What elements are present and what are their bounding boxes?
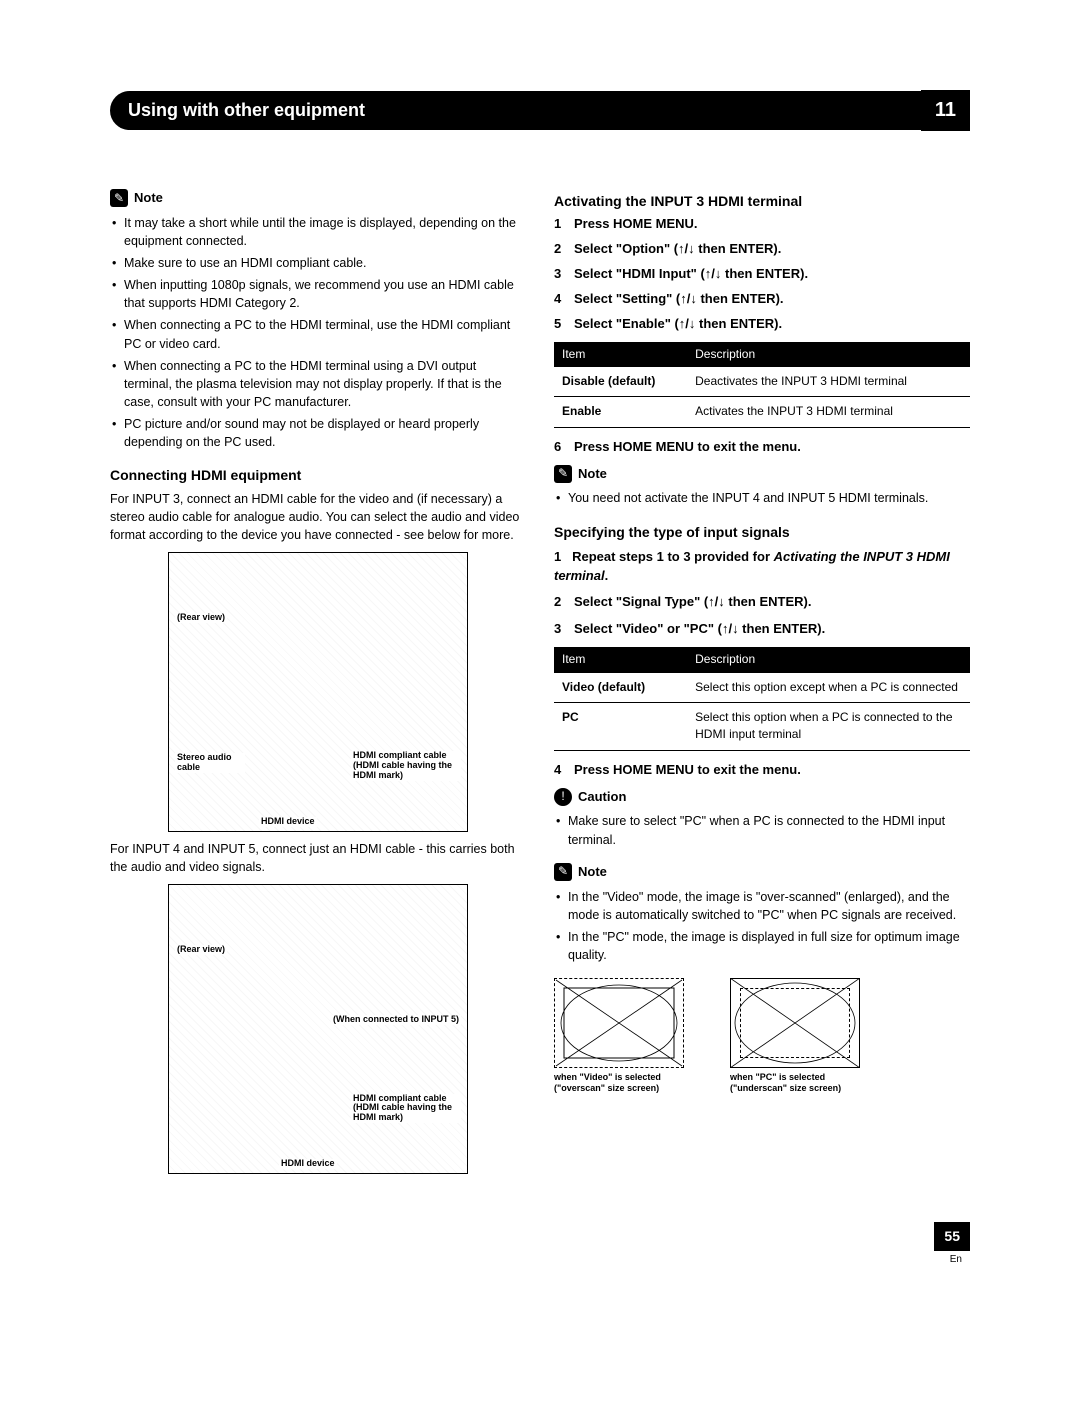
step-item: Press HOME MENU. bbox=[554, 215, 970, 234]
connecting-hdmi-body2: For INPUT 4 and INPUT 5, connect just an… bbox=[110, 840, 526, 876]
step-number: 1 bbox=[554, 549, 561, 564]
step-text: Press HOME MENU to exit the menu. bbox=[574, 439, 801, 454]
note-item: It may take a short while until the imag… bbox=[124, 214, 526, 250]
note-heading: ✎ Note bbox=[554, 465, 970, 484]
note-heading: ✎ Note bbox=[554, 863, 970, 882]
step-item: Select "HDMI Input" (↑/↓ then ENTER). bbox=[554, 265, 970, 284]
note-list: In the "Video" mode, the image is "over-… bbox=[554, 888, 970, 965]
step-6: 6 Press HOME MENU to exit the menu. bbox=[554, 438, 970, 457]
enable-table: Item Description Disable (default) Deact… bbox=[554, 342, 970, 428]
chapter-header: Using with other equipment 11 bbox=[110, 90, 970, 131]
scan-pc: when "PC" is selected ("underscan" size … bbox=[730, 978, 880, 1094]
diagram-label-device: HDMI device bbox=[279, 1159, 337, 1169]
exclamation-icon: ! bbox=[554, 788, 572, 806]
page-number: 55 bbox=[934, 1222, 970, 1250]
chapter-number: 11 bbox=[921, 90, 970, 131]
step-text-a: Repeat steps 1 to 3 provided for bbox=[572, 549, 774, 564]
step-item: Select "Enable" (↑/↓ then ENTER). bbox=[554, 315, 970, 334]
cell-item: Video (default) bbox=[554, 673, 687, 703]
note-heading: ✎ Note bbox=[110, 189, 526, 208]
col-item: Item bbox=[554, 342, 687, 367]
caution-list: Make sure to select "PC" when a PC is co… bbox=[554, 812, 970, 848]
diagram-label-rear: (Rear view) bbox=[175, 945, 227, 955]
step-2: 2 Select "Signal Type" (↑/↓ then ENTER). bbox=[554, 593, 970, 612]
col-desc: Description bbox=[687, 342, 970, 367]
scan-pc-rect bbox=[730, 978, 860, 1068]
note-label: Note bbox=[578, 863, 607, 882]
scan-diagrams: when "Video" is selected ("overscan" siz… bbox=[554, 978, 970, 1094]
table-row: PC Select this option when a PC is conne… bbox=[554, 702, 970, 750]
note-list: It may take a short while until the imag… bbox=[110, 214, 526, 452]
content-columns: ✎ Note It may take a short while until t… bbox=[110, 181, 970, 1182]
signal-type-heading: Specifying the type of input signals bbox=[554, 522, 970, 542]
diagram-label-rear: (Rear view) bbox=[175, 613, 227, 623]
note-item: In the "Video" mode, the image is "over-… bbox=[568, 888, 970, 924]
note-label: Note bbox=[134, 189, 163, 208]
diagram-input45: (Rear view) (When connected to INPUT 5) … bbox=[168, 884, 468, 1174]
connecting-hdmi-body: For INPUT 3, connect an HDMI cable for t… bbox=[110, 490, 526, 544]
scan-video-caption: when "Video" is selected ("overscan" siz… bbox=[554, 1072, 704, 1094]
note-item: When connecting a PC to the HDMI termina… bbox=[124, 357, 526, 411]
step-text: Press HOME MENU to exit the menu. bbox=[574, 762, 801, 777]
cell-desc: Select this option except when a PC is c… bbox=[687, 673, 970, 703]
cell-item: PC bbox=[554, 702, 687, 750]
signal-table: Item Description Video (default) Select … bbox=[554, 647, 970, 751]
cell-desc: Activates the INPUT 3 HDMI terminal bbox=[687, 397, 970, 427]
cell-item: Enable bbox=[554, 397, 687, 427]
scan-video-rect bbox=[554, 978, 684, 1068]
step-text-c: . bbox=[605, 568, 609, 583]
chapter-title: Using with other equipment bbox=[110, 91, 922, 129]
step-number: 2 bbox=[554, 593, 561, 612]
activating-heading: Activating the INPUT 3 HDMI terminal bbox=[554, 191, 970, 211]
note-item: PC picture and/or sound may not be displ… bbox=[124, 415, 526, 451]
step-number: 6 bbox=[554, 438, 561, 457]
pencil-icon: ✎ bbox=[110, 189, 128, 207]
pencil-icon: ✎ bbox=[554, 863, 572, 881]
step-text: Select "Video" or "PC" (↑/↓ then ENTER). bbox=[574, 621, 825, 636]
cell-desc: Select this option when a PC is connecte… bbox=[687, 702, 970, 750]
col-item: Item bbox=[554, 647, 687, 672]
connecting-hdmi-heading: Connecting HDMI equipment bbox=[110, 465, 526, 485]
scan-pc-caption: when "PC" is selected ("underscan" size … bbox=[730, 1072, 880, 1094]
note-item: You need not activate the INPUT 4 and IN… bbox=[568, 489, 970, 507]
step-number: 4 bbox=[554, 761, 561, 780]
step-item: Select "Setting" (↑/↓ then ENTER). bbox=[554, 290, 970, 309]
scan-video: when "Video" is selected ("overscan" siz… bbox=[554, 978, 704, 1094]
diagram-label-hdmi-cable: HDMI compliant cable (HDMI cable having … bbox=[351, 1094, 461, 1124]
cell-desc: Deactivates the INPUT 3 HDMI terminal bbox=[687, 367, 970, 397]
note-list: You need not activate the INPUT 4 and IN… bbox=[554, 489, 970, 507]
col-desc: Description bbox=[687, 647, 970, 672]
caution-label: Caution bbox=[578, 788, 626, 807]
page-footer: 55 En bbox=[110, 1222, 970, 1267]
diagram-label-stereo: Stereo audio cable bbox=[175, 753, 245, 773]
step-number: 3 bbox=[554, 620, 561, 639]
diagram-label-when5: (When connected to INPUT 5) bbox=[331, 1015, 461, 1025]
step-1: 1 Repeat steps 1 to 3 provided for Activ… bbox=[554, 548, 970, 586]
note-item: In the "PC" mode, the image is displayed… bbox=[568, 928, 970, 964]
note-item: When inputting 1080p signals, we recomme… bbox=[124, 276, 526, 312]
right-column: Activating the INPUT 3 HDMI terminal Pre… bbox=[554, 181, 970, 1182]
caution-item: Make sure to select "PC" when a PC is co… bbox=[568, 812, 970, 848]
diagram-label-device: HDMI device bbox=[259, 817, 317, 827]
left-column: ✎ Note It may take a short while until t… bbox=[110, 181, 526, 1182]
note-item: When connecting a PC to the HDMI termina… bbox=[124, 316, 526, 352]
table-row: Enable Activates the INPUT 3 HDMI termin… bbox=[554, 397, 970, 427]
diagram-label-hdmi-cable: HDMI compliant cable (HDMI cable having … bbox=[351, 751, 461, 781]
step-text: Select "Signal Type" (↑/↓ then ENTER). bbox=[574, 594, 811, 609]
step-3: 3 Select "Video" or "PC" (↑/↓ then ENTER… bbox=[554, 620, 970, 639]
pencil-icon: ✎ bbox=[554, 465, 572, 483]
table-row: Video (default) Select this option excep… bbox=[554, 673, 970, 703]
step-4: 4 Press HOME MENU to exit the menu. bbox=[554, 761, 970, 780]
diagram-input3: (Rear view) Stereo audio cable HDMI comp… bbox=[168, 552, 468, 832]
page-language: En bbox=[110, 1253, 970, 1268]
note-label: Note bbox=[578, 465, 607, 484]
caution-heading: ! Caution bbox=[554, 788, 970, 807]
activating-steps: Press HOME MENU. Select "Option" (↑/↓ th… bbox=[554, 215, 970, 333]
cell-item: Disable (default) bbox=[554, 367, 687, 397]
step-item: Select "Option" (↑/↓ then ENTER). bbox=[554, 240, 970, 259]
note-item: Make sure to use an HDMI compliant cable… bbox=[124, 254, 526, 272]
table-row: Disable (default) Deactivates the INPUT … bbox=[554, 367, 970, 397]
